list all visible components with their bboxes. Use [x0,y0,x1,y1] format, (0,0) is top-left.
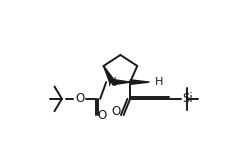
Polygon shape [104,66,115,83]
Text: N: N [108,76,117,89]
Text: O: O [75,92,84,105]
Text: O: O [98,108,107,122]
Polygon shape [112,79,130,85]
Text: H: H [155,77,163,87]
Polygon shape [130,80,149,84]
Text: O: O [112,105,121,118]
Text: Si: Si [182,92,193,105]
